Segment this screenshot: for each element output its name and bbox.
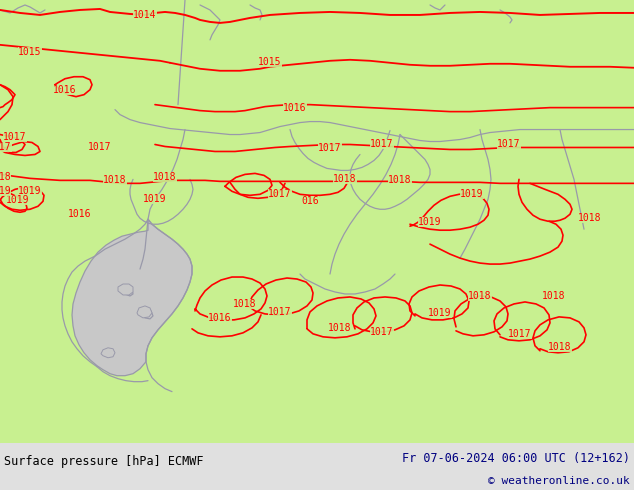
Text: 016: 016 xyxy=(301,196,319,206)
Text: 1019: 1019 xyxy=(418,217,442,227)
Text: 1017: 1017 xyxy=(508,329,532,339)
Polygon shape xyxy=(72,219,192,376)
Text: 1015: 1015 xyxy=(18,47,42,57)
Text: 1018: 1018 xyxy=(333,174,357,184)
Text: 1019: 1019 xyxy=(428,308,452,318)
Text: 1017: 1017 xyxy=(318,144,342,153)
Text: 1018: 1018 xyxy=(578,213,602,223)
Text: 1015: 1015 xyxy=(258,57,281,67)
Text: 1017: 1017 xyxy=(3,131,27,142)
Text: 1017: 1017 xyxy=(497,140,521,149)
Text: 1018: 1018 xyxy=(328,323,352,333)
Text: 1016: 1016 xyxy=(68,209,92,219)
Text: 1019: 1019 xyxy=(460,189,484,199)
Text: 1016: 1016 xyxy=(283,102,307,113)
Text: 1018: 1018 xyxy=(153,172,177,182)
Text: 1017: 1017 xyxy=(88,143,112,152)
Text: 1018: 1018 xyxy=(388,175,411,185)
Text: 1019: 1019 xyxy=(6,196,30,205)
Text: 1017: 1017 xyxy=(0,143,12,152)
Text: 1019: 1019 xyxy=(143,195,167,204)
Text: 1017: 1017 xyxy=(268,307,292,317)
Text: 1018: 1018 xyxy=(548,342,572,352)
Text: Fr 07-06-2024 06:00 UTC (12+162): Fr 07-06-2024 06:00 UTC (12+162) xyxy=(401,452,630,465)
Text: 1017: 1017 xyxy=(370,327,394,337)
Text: 1016: 1016 xyxy=(53,85,77,95)
Text: 019: 019 xyxy=(0,186,11,196)
Text: 1019: 1019 xyxy=(18,186,42,196)
Polygon shape xyxy=(118,284,133,295)
Text: 018: 018 xyxy=(0,172,11,182)
Text: 1017: 1017 xyxy=(370,140,394,149)
Text: 1018: 1018 xyxy=(233,299,257,309)
Text: 1018: 1018 xyxy=(469,291,492,301)
Text: Surface pressure [hPa] ECMWF: Surface pressure [hPa] ECMWF xyxy=(4,455,204,467)
Text: 1014: 1014 xyxy=(133,10,157,20)
Text: 1017: 1017 xyxy=(268,189,292,199)
Text: © weatheronline.co.uk: © weatheronline.co.uk xyxy=(488,476,630,486)
Text: 1018: 1018 xyxy=(542,291,566,301)
Polygon shape xyxy=(137,306,152,318)
Text: 1018: 1018 xyxy=(103,175,127,185)
Polygon shape xyxy=(101,348,115,358)
Text: 1016: 1016 xyxy=(208,313,232,323)
